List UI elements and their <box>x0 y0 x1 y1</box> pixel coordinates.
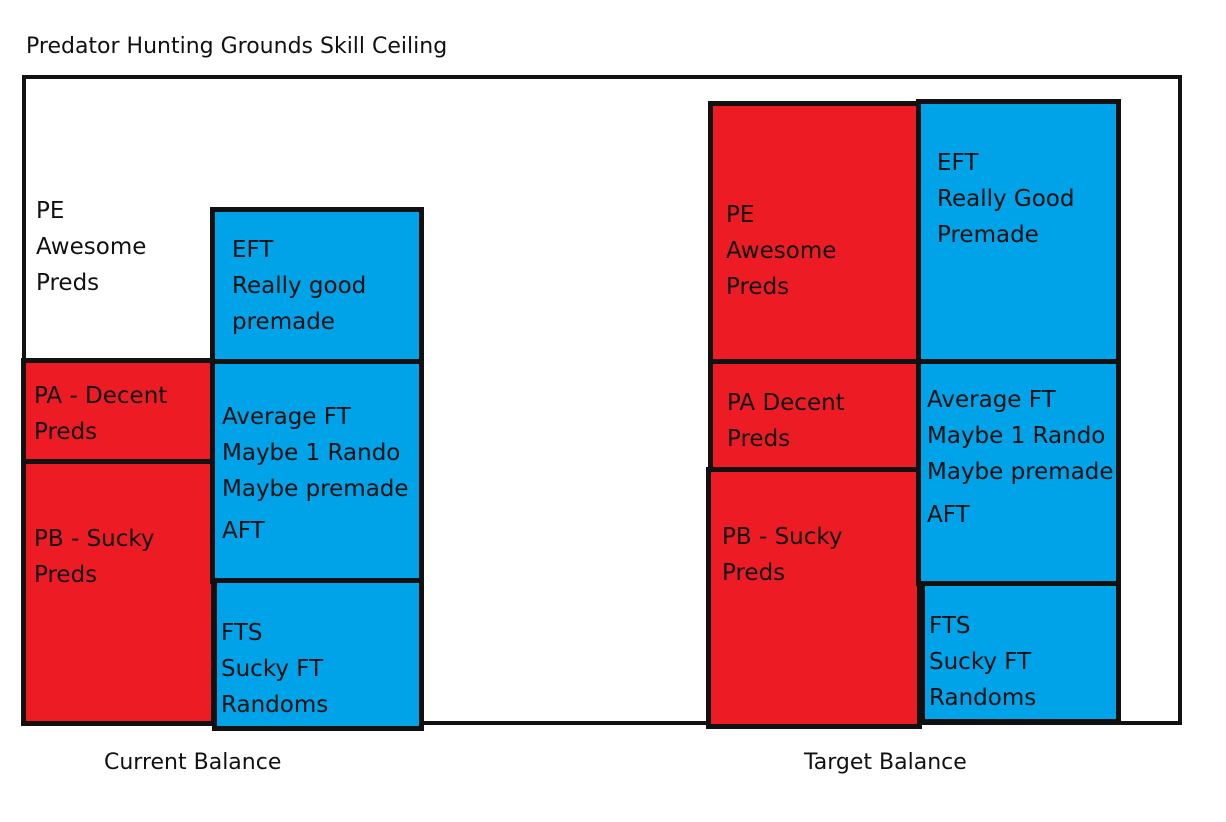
current-eft-line-3: premade <box>232 309 335 335</box>
target-balance-caption: Target Balance <box>804 750 967 775</box>
current-aft-box: Average FT Maybe 1 Rando Maybe premade A… <box>210 359 424 584</box>
target-aft-line-3: Maybe premade <box>927 459 1114 485</box>
target-pe-line-2: Awesome <box>726 238 837 264</box>
current-pa-box: PA - Decent Preds <box>21 358 216 464</box>
current-fts-line-2: Sucky FT <box>221 656 324 682</box>
current-eft-line-2: Really good <box>232 273 367 299</box>
target-fts-line-1: FTS <box>929 613 971 639</box>
target-aft-box: Average FT Maybe 1 Rando Maybe premade A… <box>916 359 1121 586</box>
current-eft-line-1: EFT <box>232 237 274 263</box>
current-pb-box: PB - Sucky Preds <box>21 459 216 726</box>
target-eft-line-3: Premade <box>937 222 1039 248</box>
current-eft-box: EFT Really good premade <box>210 207 424 364</box>
current-pa-line-2: Preds <box>34 419 98 445</box>
current-aft-line-1: Average FT <box>222 404 351 430</box>
current-pb-line-2: Preds <box>34 562 98 588</box>
current-pe-line-1: PE <box>36 198 65 224</box>
current-balance-caption: Current Balance <box>104 750 282 775</box>
target-aft-line-4: AFT <box>927 502 970 528</box>
current-aft-line-4: AFT <box>222 518 265 544</box>
target-pa-line-1: PA Decent <box>727 390 845 416</box>
current-aft-line-2: Maybe 1 Rando <box>222 440 401 466</box>
current-pe-line-3: Preds <box>36 270 100 296</box>
target-fts-box: FTS Sucky FT Randoms <box>920 581 1121 724</box>
target-pb-line-1: PB - Sucky <box>722 524 843 550</box>
current-fts-line-1: FTS <box>221 620 263 646</box>
target-aft-line-2: Maybe 1 Rando <box>927 423 1106 449</box>
target-pa-box: PA Decent Preds <box>708 359 922 473</box>
target-pa-line-2: Preds <box>727 426 791 452</box>
target-fts-line-3: Randoms <box>929 685 1037 711</box>
target-eft-line-1: EFT <box>937 150 979 176</box>
target-pe-line-3: Preds <box>726 274 790 300</box>
diagram-title: Predator Hunting Grounds Skill Ceiling <box>26 34 448 59</box>
target-eft-box: EFT Really Good Premade <box>916 99 1121 364</box>
target-eft-line-2: Really Good <box>937 186 1075 212</box>
current-pe-line-2: Awesome <box>36 234 147 260</box>
target-pb-box: PB - Sucky Preds <box>706 467 922 729</box>
target-aft-line-1: Average FT <box>927 387 1056 413</box>
current-pe-label: PE Awesome Preds <box>36 193 146 301</box>
target-pb-line-2: Preds <box>722 560 786 586</box>
target-fts-line-2: Sucky FT <box>929 649 1032 675</box>
target-pe-box: PE Awesome Preds <box>708 101 922 364</box>
current-aft-line-3: Maybe premade <box>222 476 409 502</box>
current-pb-line-1: PB - Sucky <box>34 526 155 552</box>
current-fts-line-3: Randoms <box>221 692 329 718</box>
current-pa-line-1: PA - Decent <box>34 383 168 409</box>
current-fts-box: FTS Sucky FT Randoms <box>212 578 424 731</box>
target-pe-line-1: PE <box>726 202 755 228</box>
